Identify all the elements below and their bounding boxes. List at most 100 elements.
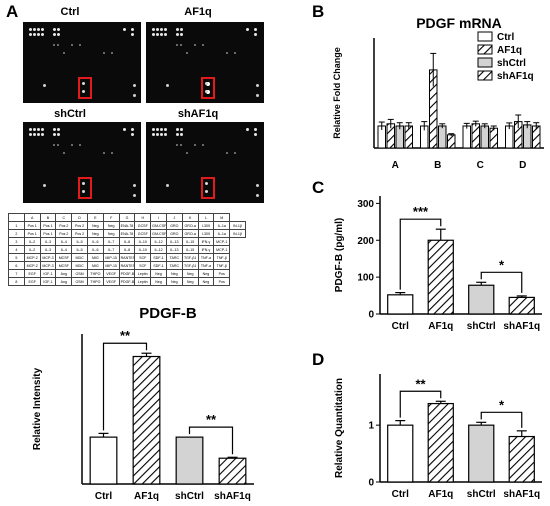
array-spot	[53, 33, 56, 36]
bar-shaf1q	[218, 457, 247, 485]
array-table-cell: TGF-β1	[181, 261, 199, 270]
x-tick-label: A	[392, 160, 399, 171]
array-spot	[43, 84, 46, 87]
array-table-cell: IGF-1	[39, 269, 57, 278]
array-table-cell: TARC	[165, 261, 183, 270]
significance-label: ***	[413, 204, 429, 219]
chart-title: PDGF-B	[139, 305, 197, 322]
array-table-cell: ENA-78	[118, 229, 136, 238]
array-table-cell: PDGF-BB	[118, 277, 136, 286]
bar-shctrl	[468, 284, 495, 315]
array-spot	[246, 128, 249, 131]
array-table-cell: IL-6	[86, 237, 104, 246]
array-spot	[57, 28, 60, 31]
bar-shaf1q	[508, 296, 535, 315]
array-spot	[131, 133, 134, 136]
array-spot	[180, 44, 182, 46]
significance-label: *	[499, 397, 505, 412]
array-table-cell: MCP-2	[23, 253, 41, 262]
significance-bracket	[399, 218, 442, 290]
array-table-cell: Neg	[165, 269, 183, 278]
array-table-cell: GCSF	[134, 229, 152, 238]
bar-ctrl	[89, 436, 118, 485]
array-spot	[206, 90, 210, 94]
significance-bracket	[399, 390, 442, 418]
array-table-cell: Ang	[55, 269, 73, 278]
array-table-cell: Leptin	[134, 277, 152, 286]
array-table-cell: GM-CSF	[150, 221, 167, 230]
array-spot	[152, 28, 155, 31]
array-spot	[226, 52, 228, 54]
array-table-cell: RANTES	[118, 253, 136, 262]
array-spot	[33, 133, 36, 136]
array-spot	[133, 94, 136, 97]
array-table-cell: IL-2	[23, 237, 41, 246]
array-spot	[254, 133, 257, 136]
array-spot	[53, 133, 56, 136]
array-table-cell: EGF	[23, 269, 41, 278]
array-spot	[256, 184, 259, 187]
array-table-cell: 4	[8, 245, 25, 254]
array-table-cell: MIG	[86, 261, 104, 270]
array-spot	[164, 33, 167, 36]
array-spot	[180, 33, 183, 36]
array-spot	[82, 82, 85, 85]
array-table-cell: Pos 1	[39, 221, 57, 230]
array-spot	[234, 52, 236, 54]
array-table-cell: IL-5	[71, 245, 88, 254]
array-table-cell: THPO	[86, 277, 104, 286]
array-spot	[156, 128, 159, 131]
array-spot	[133, 184, 136, 187]
cytokine-array-table: A B C D E F G H I J K L M 1 Pos 1 Pos 1 Pos 2 Pos 2 Neg Neg…	[8, 213, 246, 286]
array-spot	[160, 133, 163, 136]
array-table-cell: D	[71, 213, 88, 222]
bar-ctrl-d	[505, 125, 514, 149]
array-spot	[111, 52, 113, 54]
significance-label: **	[415, 376, 426, 391]
array-spot	[41, 128, 44, 131]
legend-label: Ctrl	[497, 32, 514, 43]
array-spot	[131, 128, 134, 131]
array-spot	[29, 133, 32, 136]
legend-label: shAF1q	[497, 71, 534, 82]
array-table-cell: IL-3	[39, 237, 57, 246]
array-spot	[180, 28, 183, 31]
x-tick-label: C	[477, 160, 484, 171]
array-table-cell: Neg	[165, 277, 183, 286]
significance-label: **	[120, 328, 131, 343]
array-spot	[53, 144, 55, 146]
array-spot	[41, 28, 44, 31]
array-table-cell: MDC	[71, 253, 88, 262]
array-spot	[103, 52, 105, 54]
array-table-cell: MIG	[86, 253, 104, 262]
array-spot	[33, 33, 36, 36]
x-tick-label: shCtrl	[467, 489, 496, 500]
array-table-cell: Neg	[181, 277, 199, 286]
array-spot	[180, 144, 182, 146]
array-table-cell: GRO-a	[181, 221, 199, 230]
array-spot	[176, 28, 179, 31]
array-table-cell: Pos 1	[23, 229, 41, 238]
array-spot	[37, 28, 40, 31]
array-table-cell: IL-12	[150, 237, 167, 246]
array-spot	[103, 152, 105, 154]
legend-swatch	[477, 44, 493, 55]
array-spot	[133, 84, 136, 87]
legend-label: AF1q	[497, 45, 522, 56]
array-table-cell: SDF-1	[150, 253, 167, 262]
array-spot	[71, 144, 73, 146]
array-table-cell: Pos	[213, 269, 231, 278]
x-tick-label: Ctrl	[95, 491, 112, 502]
array-spot	[41, 33, 44, 36]
array-spot	[37, 33, 40, 36]
array-spot	[43, 184, 46, 187]
array-table-cell: 2	[8, 229, 25, 238]
array-table-cell: K	[181, 213, 199, 222]
bar-ctrl-c	[462, 125, 471, 149]
array-table-cell: Pos 2	[55, 229, 73, 238]
array-spot	[205, 182, 208, 185]
array-table-cell: IN-1β	[229, 229, 246, 238]
array-spot	[205, 82, 208, 85]
array-spot	[131, 28, 134, 31]
